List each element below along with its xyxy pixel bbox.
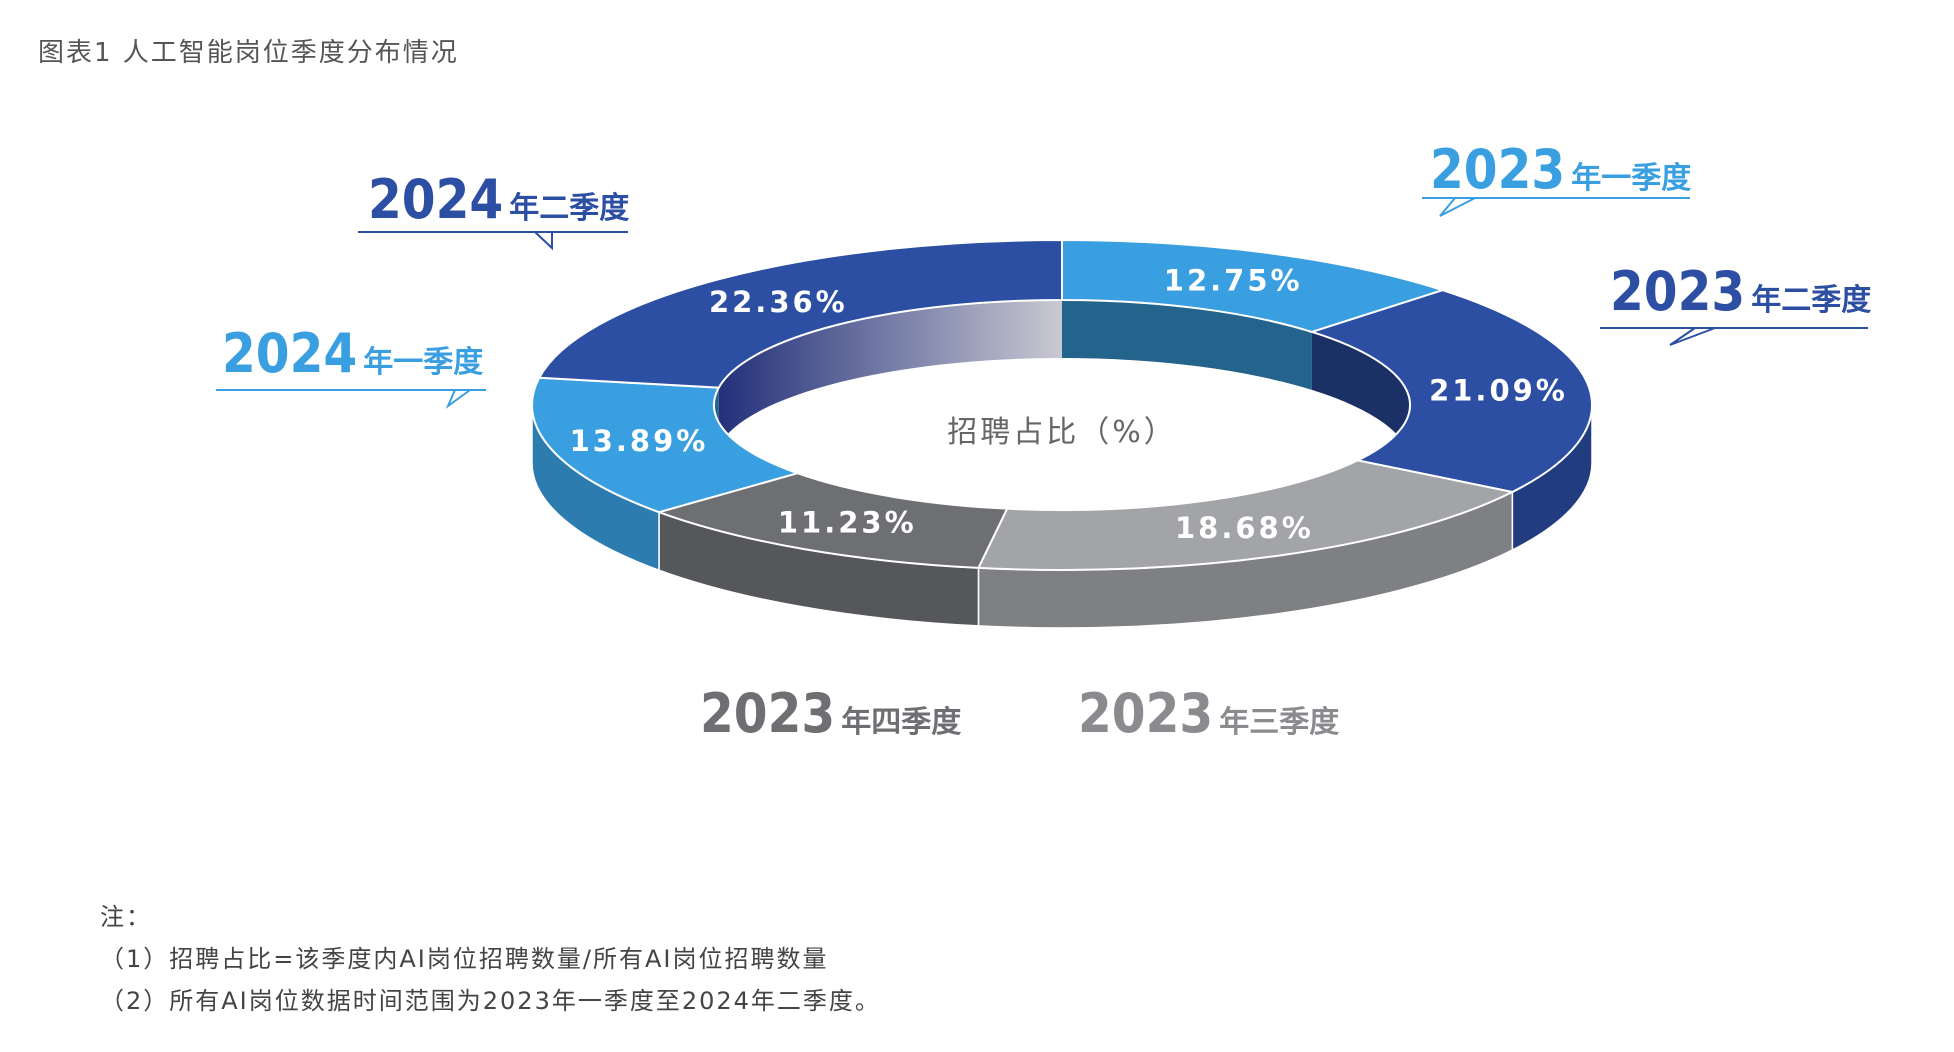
- slice-3: [976, 459, 1516, 571]
- slice-1: [1061, 238, 1446, 333]
- slice-inner-wall-2: [1311, 331, 1410, 463]
- callout-label-1: 2023 年一季度: [1430, 138, 1691, 201]
- slice-inner-wall-1: [1062, 300, 1312, 390]
- center-label: 招聘占比（%）: [947, 415, 1177, 450]
- notes-heading: 注：: [100, 903, 152, 931]
- slice-label-6: 22.36%: [709, 285, 848, 319]
- callout-pointer-6: [534, 231, 553, 251]
- slice-2: [1308, 289, 1593, 494]
- slice-6: [537, 238, 1063, 389]
- callout-label-6: 2024 年二季度: [368, 168, 629, 231]
- note-line-2: （2）所有AI岗位数据时间范围为2023年一季度至2024年二季度。: [100, 987, 881, 1015]
- callout-pointer-2: [1669, 327, 1716, 346]
- callout-pointer-1: [1439, 197, 1476, 217]
- callout-2024-6: 2024 年二季度: [358, 168, 629, 251]
- slice-label-2: 21.09%: [1429, 374, 1568, 408]
- callout-2023-2: 2023 年二季度: [1600, 260, 1871, 346]
- donut-chart: 12.75% 21.09% 18.68% 11.23% 13.89% 22.36% 招聘占…: [216, 138, 1871, 745]
- chart-notes: 注： （1）招聘占比=该季度内AI岗位招聘数量/所有AI岗位招聘数量 （2）所有…: [100, 896, 881, 1022]
- slice-label-4: 11.23%: [778, 506, 917, 540]
- slice-5: [531, 376, 801, 514]
- slice-label-1: 12.75%: [1164, 264, 1303, 298]
- callout-2024-5: 2024 年一季度: [216, 322, 486, 409]
- callout-2023-1: 2023 年一季度: [1422, 138, 1691, 217]
- callout-2023-4: 2023 年四季度: [700, 682, 961, 745]
- callout-label-2: 2023 年二季度: [1610, 260, 1871, 323]
- callout-label-5: 2024 年一季度: [222, 322, 483, 385]
- slice-label-5: 13.89%: [570, 424, 709, 458]
- callout-label-4: 2023 年四季度: [700, 682, 961, 745]
- note-line-1: （1）招聘占比=该季度内AI岗位招聘数量/所有AI岗位招聘数量: [100, 945, 829, 973]
- callout-2023-3: 2023 年三季度: [1078, 682, 1339, 745]
- callout-label-3: 2023 年三季度: [1078, 682, 1339, 745]
- slice-label-3: 18.68%: [1175, 511, 1314, 545]
- figure-title: 图表1 人工智能岗位季度分布情况: [38, 38, 459, 68]
- callout-pointer-5: [445, 389, 471, 409]
- slice-inner-wall-6: [718, 300, 1062, 446]
